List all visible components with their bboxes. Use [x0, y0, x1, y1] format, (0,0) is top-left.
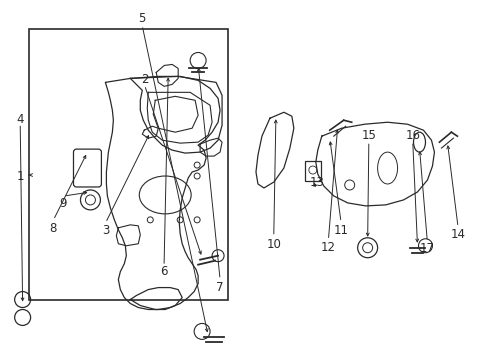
Text: 13: 13 [308, 176, 324, 189]
Text: 12: 12 [320, 241, 335, 254]
Text: 8: 8 [50, 222, 57, 235]
Text: 17: 17 [419, 242, 434, 255]
Text: 16: 16 [405, 129, 419, 142]
Text: 6: 6 [160, 265, 167, 278]
Text: 15: 15 [361, 129, 375, 142]
Text: 9: 9 [59, 197, 67, 210]
Text: 5: 5 [138, 12, 145, 25]
Text: 7: 7 [216, 281, 224, 294]
Text: 3: 3 [102, 224, 109, 237]
Text: 2: 2 [141, 73, 148, 86]
Text: 1: 1 [17, 170, 24, 183]
Text: 11: 11 [333, 224, 348, 237]
Text: 10: 10 [266, 238, 281, 251]
Text: 14: 14 [449, 228, 465, 241]
Text: 4: 4 [17, 113, 24, 126]
